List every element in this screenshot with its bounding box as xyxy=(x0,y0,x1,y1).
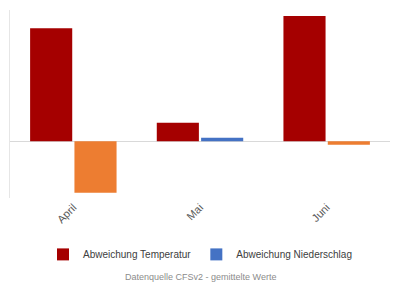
svg-text:Datenquelle CFSv2 - gemittelte: Datenquelle CFSv2 - gemittelte Werte xyxy=(125,272,276,282)
svg-text:Mai: Mai xyxy=(184,201,205,222)
svg-text:April: April xyxy=(55,201,79,225)
svg-text:Juni: Juni xyxy=(309,201,332,224)
svg-text:Abweichung Niederschlag: Abweichung Niederschlag xyxy=(236,249,352,260)
svg-text:Abweichung Temperatur: Abweichung Temperatur xyxy=(83,249,191,260)
